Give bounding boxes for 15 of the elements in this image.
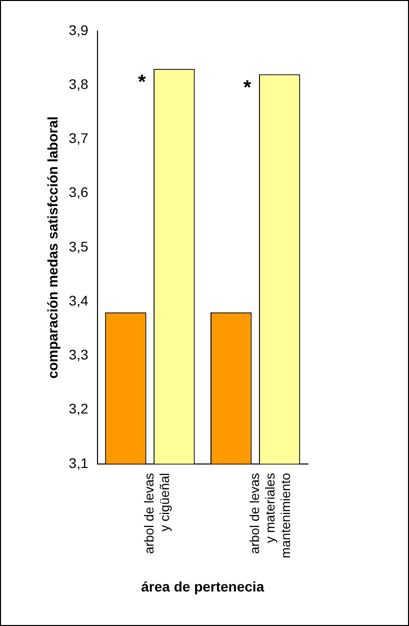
y-tick-label: 3,5 [68, 238, 88, 254]
annotation: * [243, 76, 252, 99]
x-axis-title: área de pertenecia [141, 578, 264, 594]
y-tick-label: 3,4 [68, 292, 88, 308]
y-tick-label: 3,9 [68, 22, 88, 38]
y-tick-label: 3,2 [68, 400, 88, 417]
y-tick-label: 3,3 [68, 346, 88, 363]
y-tick-label: 3,6 [68, 184, 88, 200]
y-axis-title: comparación medas satisfcción laboral [44, 116, 60, 379]
y-tick-label: 3,7 [68, 130, 88, 146]
x-tick-label: arbol de levas y cigüeñal [142, 472, 172, 554]
y-tick-label: 3,8 [68, 76, 88, 92]
annotation: * [138, 71, 146, 94]
y-tick-label: 3,1 [68, 454, 88, 471]
x-tick-label: arbol de levas y materiales mantenimiento [246, 472, 294, 558]
